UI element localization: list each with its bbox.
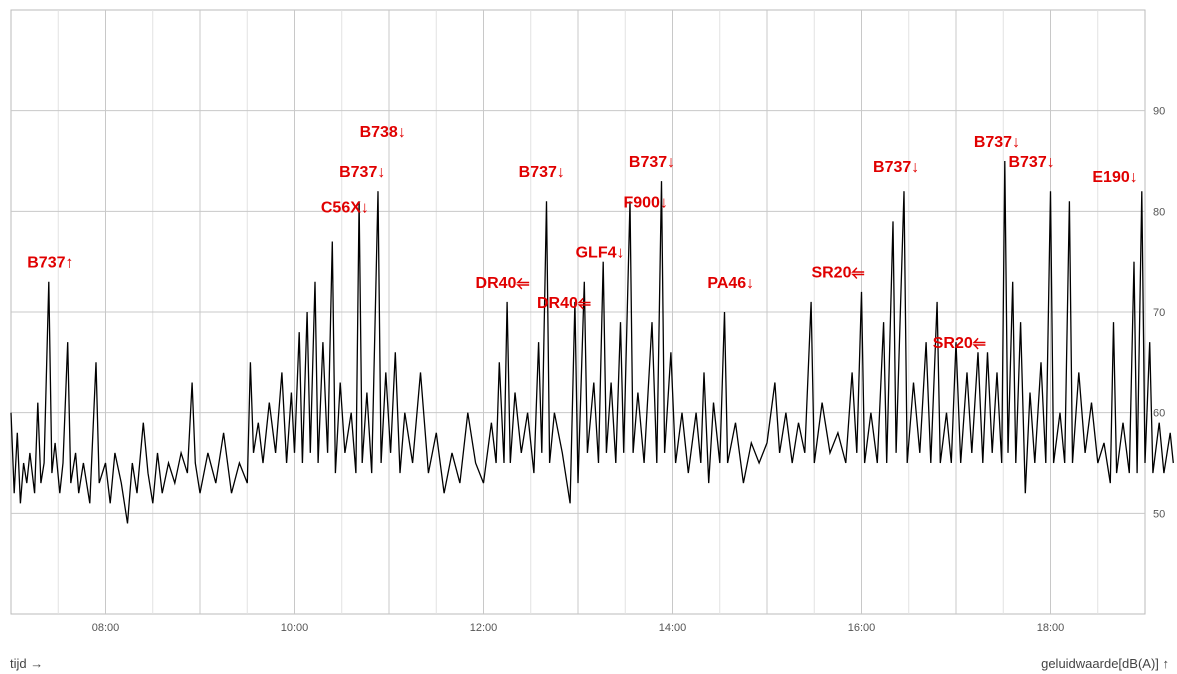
annotation-label: B737↓ [974,134,1020,151]
grid-lines [11,10,1145,614]
y-tick-labels: 50 60 70 80 90 [1153,106,1165,521]
annotation-label: GLF4↓ [576,245,625,262]
annotation-label: B737↓ [629,154,675,171]
annotation-label: F900↓ [623,194,667,211]
x-tick-label: 16:00 [848,622,876,634]
x-axis-label: tijd → [10,656,44,671]
y-tick-label: 60 [1153,408,1165,420]
y-tick-label: 50 [1153,508,1165,520]
annotation-label: B737↓ [1008,154,1054,171]
x-tick-labels: 08:00 10:00 12:00 14:00 16:00 18:00 [92,622,1065,634]
annotation-label: SR20⥢ [933,335,986,352]
annotation-label: B737↓ [519,164,565,181]
annotation-label: DR40⥢ [537,295,591,312]
x-tick-label: 10:00 [281,622,309,634]
annotation-label: B737↓ [339,164,385,181]
annotation-label: B738↓ [360,124,406,141]
annotation-label: B737↑ [27,255,73,272]
annotation-label: DR40⥢ [476,275,530,292]
annotation-label: C56X↓ [321,199,369,216]
annotation-label: B737↓ [873,159,919,176]
x-tick-label: 14:00 [659,622,687,634]
noise-chart: 08:00 10:00 12:00 14:00 16:00 18:00 50 60 70 80 9… [10,9,1174,634]
x-tick-label: 18:00 [1037,622,1065,634]
noise-series-line [10,160,1174,524]
y-axis-label: geluidwaarde[dB(A)] ↑ [1041,656,1169,671]
y-tick-label: 70 [1153,307,1165,319]
annotation-label: E190↓ [1092,169,1137,186]
aircraft-annotations: B737↑ C56X↓ B737↓ B738↓ DR40⥢ B737↓ DR40⥢ GLF4↓… [27,124,1138,352]
y-tick-label: 90 [1153,106,1165,118]
annotation-label: SR20⥢ [811,265,864,282]
x-tick-label: 12:00 [470,622,498,634]
x-tick-label: 08:00 [92,622,120,634]
y-tick-label: 80 [1153,206,1165,218]
annotation-label: PA46↓ [707,275,754,292]
